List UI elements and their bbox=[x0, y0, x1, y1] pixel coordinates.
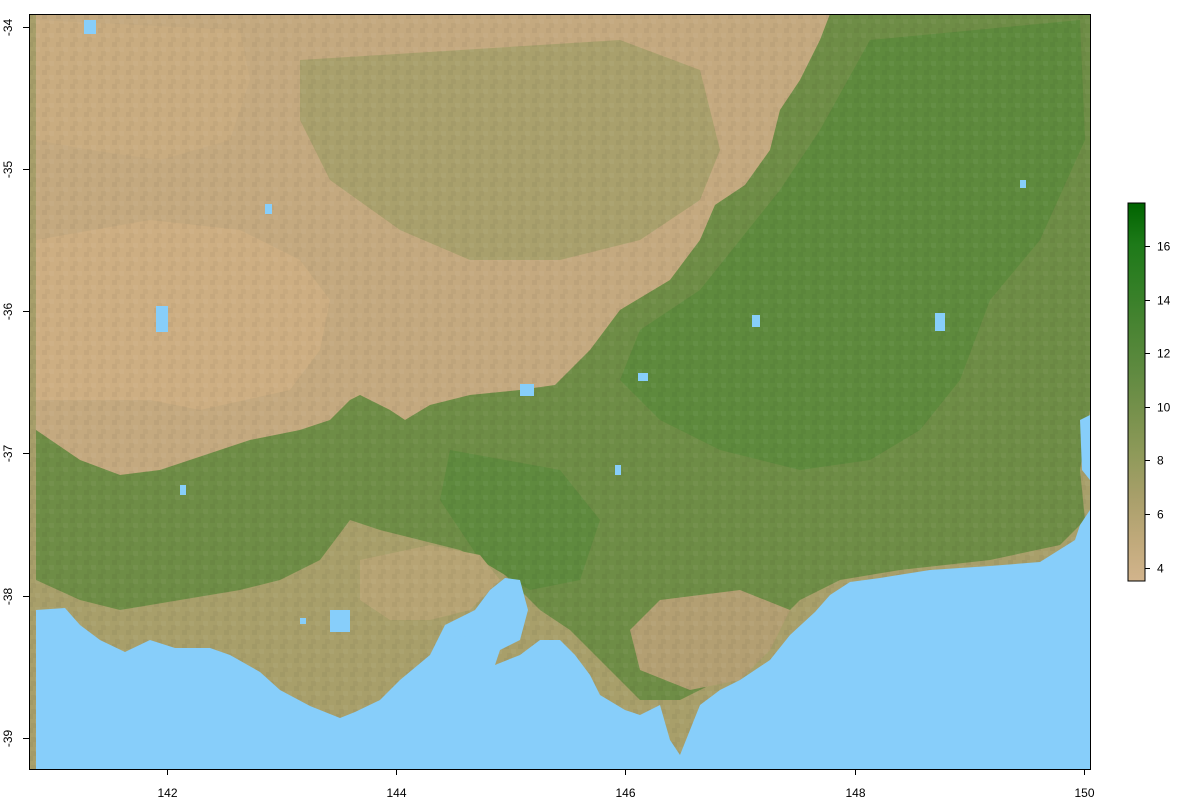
y-tick-label: -36 bbox=[1, 303, 15, 321]
legend-tick-label: 16 bbox=[1157, 240, 1171, 254]
legend-tick-label: 12 bbox=[1157, 347, 1171, 361]
legend-tick-label: 10 bbox=[1157, 401, 1171, 415]
lake bbox=[265, 204, 272, 214]
western-port bbox=[530, 645, 575, 668]
y-tick-label: -35 bbox=[1, 161, 15, 179]
y-tick-label: -39 bbox=[1, 730, 15, 748]
legend-tick-label: 4 bbox=[1157, 562, 1164, 576]
lake bbox=[156, 306, 168, 332]
lake bbox=[615, 465, 621, 475]
lake bbox=[1020, 180, 1026, 188]
x-tick-label: 144 bbox=[386, 786, 406, 800]
lake bbox=[84, 20, 96, 34]
east-coast-inlet bbox=[1080, 415, 1090, 480]
legend-bar bbox=[1127, 202, 1146, 582]
color-legend: 4 6 8 10 12 14 16 bbox=[1127, 202, 1171, 582]
x-axis: 142 144 146 148 150 bbox=[157, 769, 1095, 800]
plot-area bbox=[29, 14, 1091, 770]
lake bbox=[300, 618, 306, 624]
x-tick-label: 142 bbox=[157, 786, 177, 800]
lake bbox=[180, 485, 186, 495]
x-tick-label: 146 bbox=[615, 786, 635, 800]
y-tick-label: -38 bbox=[1, 588, 15, 606]
ocean bbox=[36, 510, 1090, 769]
port-phillip-bay bbox=[445, 590, 505, 638]
x-tick-label: 148 bbox=[845, 786, 865, 800]
y-tick-label: -37 bbox=[1, 445, 15, 463]
y-tick-label: -34 bbox=[1, 19, 15, 37]
lake bbox=[638, 373, 648, 381]
lake bbox=[520, 384, 534, 396]
lake bbox=[752, 315, 760, 327]
legend-tick-label: 8 bbox=[1157, 454, 1164, 468]
legend-tick-label: 14 bbox=[1157, 294, 1171, 308]
lake bbox=[330, 610, 350, 632]
x-tick-label: 150 bbox=[1074, 786, 1094, 800]
lake bbox=[935, 313, 945, 331]
legend-tick-label: 6 bbox=[1157, 508, 1164, 522]
y-axis: -34 -35 -36 -37 -38 -39 bbox=[1, 19, 30, 748]
